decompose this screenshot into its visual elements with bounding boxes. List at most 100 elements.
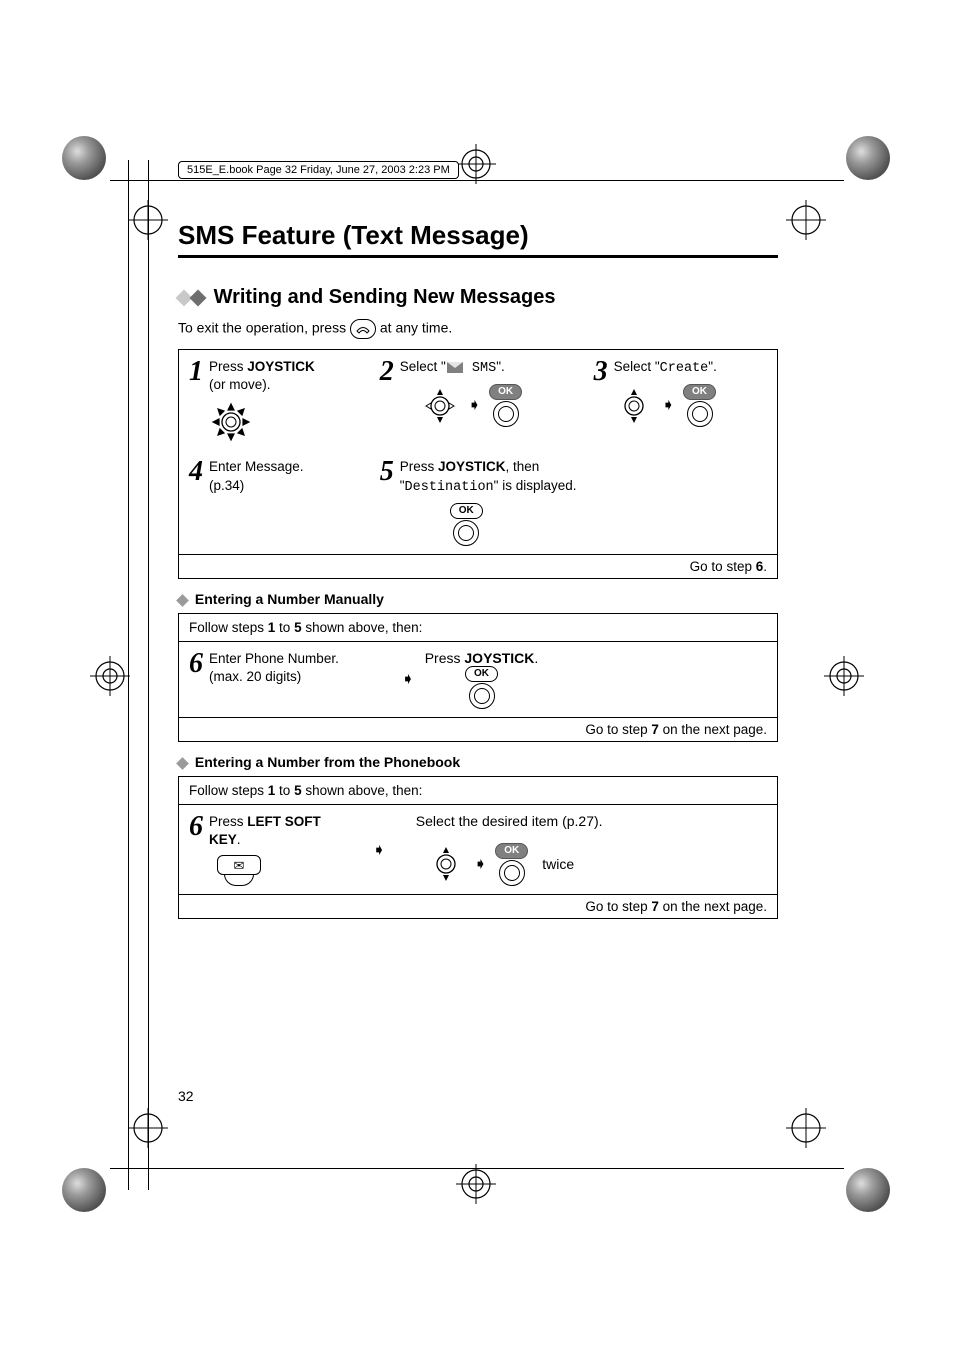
rule-v-left bbox=[128, 160, 129, 1190]
step-num: 2 bbox=[380, 358, 394, 386]
diamond-icon bbox=[190, 289, 207, 306]
text-mono: Destination bbox=[405, 480, 494, 495]
envelope-icon bbox=[446, 361, 464, 374]
step-3: 3 Select "Create". ➧ OK bbox=[594, 358, 767, 444]
section-title-text: Writing and Sending New Messages bbox=[214, 286, 556, 308]
reg-corner-tl bbox=[62, 136, 106, 180]
goto-text: Go to step 7 on the next page. bbox=[585, 899, 767, 914]
arrow-icon: ➧ bbox=[662, 395, 675, 417]
ok-button-icon: OK bbox=[489, 384, 522, 427]
reg-corner-bl bbox=[62, 1168, 106, 1212]
step-num: 6 bbox=[189, 813, 203, 841]
rule-v-left2 bbox=[148, 160, 149, 1190]
text-bold: JOYSTICK bbox=[464, 650, 534, 666]
joystick-8way-icon bbox=[209, 400, 253, 444]
sub1-title-text: Entering a Number Manually bbox=[195, 591, 384, 607]
text-mono: SMS bbox=[464, 361, 496, 376]
intro-line: To exit the operation, press at any time… bbox=[178, 319, 778, 339]
intro-post: at any time. bbox=[380, 320, 452, 336]
sub1-step-box: 6 Enter Phone Number. (max. 20 digits) ➧… bbox=[178, 642, 778, 718]
text-bold: JOYSTICK bbox=[247, 359, 315, 374]
sub2-title-text: Entering a Number from the Phonebook bbox=[195, 754, 460, 770]
text-bold: LEFT SOFT bbox=[247, 814, 321, 829]
goto-step7-bar-1: Go to step 7 on the next page. bbox=[178, 718, 778, 742]
title-underline bbox=[178, 255, 778, 258]
reg-corner-br bbox=[846, 1168, 890, 1212]
reg-mark-right3 bbox=[786, 1108, 826, 1148]
text: Select " bbox=[400, 359, 446, 374]
step-5: 5 Press JOYSTICK, then "Destination" is … bbox=[380, 458, 727, 545]
text: Enter Message. bbox=[209, 458, 304, 476]
text: Enter Phone Number. bbox=[209, 650, 339, 668]
ok-button-icon: OK bbox=[450, 503, 483, 546]
follow-text: Follow steps 1 to 5 shown above, then: bbox=[189, 620, 422, 635]
arrow-icon: ➧ bbox=[401, 669, 414, 689]
intro-pre: To exit the operation, press bbox=[178, 320, 350, 336]
text: Press bbox=[209, 359, 247, 374]
goto-step6-bar: Go to step 6. bbox=[178, 555, 778, 579]
reg-mark-top bbox=[456, 144, 496, 184]
text: Select the desired item (p.27). bbox=[416, 813, 767, 829]
end-call-key-icon bbox=[350, 319, 376, 339]
diamond-bullets bbox=[178, 292, 204, 304]
goto-text: Go to step 7 on the next page. bbox=[585, 722, 767, 737]
header-bar: 515E_E.book Page 32 Friday, June 27, 200… bbox=[178, 161, 459, 179]
text: (or move). bbox=[209, 376, 315, 394]
step-num: 4 bbox=[189, 458, 203, 486]
step-1: 1 Press JOYSTICK (or move). bbox=[189, 358, 380, 444]
ok-button-icon: OK bbox=[683, 384, 716, 427]
step-num: 1 bbox=[189, 358, 203, 386]
section-title: Writing and Sending New Messages bbox=[178, 286, 778, 309]
rule-h-bot bbox=[110, 1168, 844, 1169]
text-bold: KEY bbox=[209, 832, 237, 847]
step-num: 3 bbox=[594, 358, 608, 386]
ok-label: OK bbox=[450, 503, 483, 519]
ok-label: OK bbox=[489, 384, 522, 400]
step-num: 5 bbox=[380, 458, 394, 486]
arrow-icon: ➧ bbox=[468, 395, 481, 417]
text-bold: JOYSTICK bbox=[438, 459, 506, 474]
text: Press bbox=[209, 814, 247, 829]
goto-step7-bar-2: Go to step 7 on the next page. bbox=[178, 895, 778, 919]
text: Select " bbox=[614, 359, 660, 374]
text: Press bbox=[400, 459, 438, 474]
follow-text: Follow steps 1 to 5 shown above, then: bbox=[189, 783, 422, 798]
text: ". bbox=[708, 359, 717, 374]
ok-button-icon: OK bbox=[495, 843, 528, 886]
reg-corner-tr bbox=[846, 136, 890, 180]
ok-label: OK bbox=[495, 843, 528, 859]
step-num: 6 bbox=[189, 650, 203, 678]
diamond-icon bbox=[176, 594, 189, 607]
text-mono: Create bbox=[660, 361, 709, 376]
rule-h-top bbox=[110, 180, 844, 181]
page-number: 32 bbox=[178, 1088, 194, 1104]
text: . bbox=[237, 832, 241, 847]
ok-button-icon: OK bbox=[465, 666, 498, 709]
joystick-updown-icon bbox=[426, 844, 466, 884]
sub1-heading: Entering a Number Manually bbox=[178, 591, 778, 607]
reg-mark-bottom bbox=[456, 1164, 496, 1204]
text: ". bbox=[496, 359, 505, 374]
sub2-step-box: 6 Press LEFT SOFT KEY. ✉ ➧ Select the de… bbox=[178, 805, 778, 895]
sub2-follow-box: Follow steps 1 to 5 shown above, then: bbox=[178, 776, 778, 805]
text: . bbox=[534, 650, 538, 666]
text-twice: twice bbox=[542, 856, 574, 872]
goto-text: Go to step 6. bbox=[690, 559, 767, 574]
sub1-follow-box: Follow steps 1 to 5 shown above, then: bbox=[178, 613, 778, 642]
text: (max. 20 digits) bbox=[209, 668, 339, 686]
ok-label: OK bbox=[683, 384, 716, 400]
joystick-updown-icon bbox=[614, 386, 654, 426]
text: (p.34) bbox=[209, 477, 304, 495]
sub2-heading: Entering a Number from the Phonebook bbox=[178, 754, 778, 770]
joystick-updown-icon bbox=[420, 386, 460, 426]
reg-mark-right2 bbox=[786, 200, 826, 240]
reg-mark-left bbox=[90, 656, 130, 696]
step-4: 4 Enter Message. (p.34) bbox=[189, 458, 380, 545]
diamond-icon bbox=[176, 757, 189, 770]
arrow-icon: ➧ bbox=[372, 840, 385, 860]
text: " is displayed. bbox=[494, 478, 577, 493]
main-steps-box: 1 Press JOYSTICK (or move). bbox=[178, 349, 778, 555]
step-2: 2 Select " SMS". ➧ OK bbox=[380, 358, 594, 444]
arrow-icon: ➧ bbox=[474, 854, 487, 874]
reg-mark-right bbox=[824, 656, 864, 696]
